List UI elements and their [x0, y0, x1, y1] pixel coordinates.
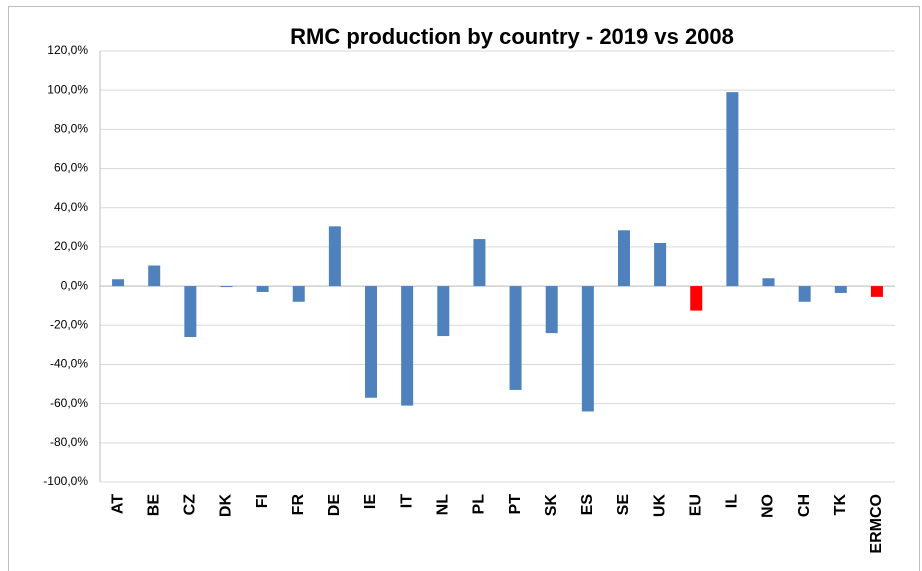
bar	[365, 286, 378, 398]
bar	[726, 92, 739, 287]
bar	[834, 286, 847, 293]
y-tick-label: -40,0%	[50, 357, 88, 371]
x-tick-label: EU	[687, 494, 704, 516]
x-tick-label: AT	[109, 494, 126, 514]
bar	[581, 286, 594, 412]
bar	[148, 265, 161, 287]
chart-frame	[8, 6, 920, 571]
x-tick-label: PL	[471, 494, 488, 515]
bar	[473, 239, 486, 287]
x-tick-label: CZ	[182, 494, 199, 516]
x-tick-label: ERMCO	[868, 494, 885, 554]
x-tick-label: IE	[362, 494, 379, 509]
x-tick-label: UK	[651, 494, 668, 518]
bar	[184, 286, 197, 338]
y-tick-label: 120,0%	[47, 43, 88, 57]
y-tick-label: -60,0%	[50, 396, 88, 410]
y-tick-label: -80,0%	[50, 435, 88, 449]
x-tick-label: NL	[435, 494, 452, 516]
x-tick-label: DK	[218, 494, 235, 518]
x-tick-label: SK	[543, 494, 560, 517]
bar	[690, 286, 703, 311]
y-tick-label: 40,0%	[54, 200, 88, 214]
bar	[545, 286, 558, 334]
x-tick-label: ES	[579, 494, 596, 516]
x-tick-label: IT	[398, 494, 415, 508]
y-tick-label: 100,0%	[47, 82, 88, 96]
y-tick-label: 80,0%	[54, 122, 88, 136]
bar	[798, 286, 811, 302]
bar	[654, 242, 667, 287]
x-tick-label: PT	[507, 494, 524, 515]
bar	[220, 286, 233, 288]
x-tick-label: NO	[760, 494, 777, 518]
x-tick-label: CH	[796, 494, 813, 517]
y-tick-label: 60,0%	[54, 161, 88, 175]
bar	[401, 286, 414, 406]
bar	[617, 230, 630, 287]
y-tick-label: 20,0%	[54, 239, 88, 253]
x-tick-label: DE	[326, 494, 343, 517]
x-tick-label: BE	[145, 494, 162, 517]
chart-title: RMC production by country - 2019 vs 2008	[290, 24, 734, 49]
y-tick-label: -20,0%	[50, 317, 88, 331]
bar	[870, 286, 883, 297]
bar	[292, 286, 305, 302]
bar	[112, 279, 125, 287]
bar	[328, 226, 341, 287]
y-tick-label: 0,0%	[61, 278, 89, 292]
bar	[256, 286, 269, 292]
x-tick-label: SE	[615, 494, 632, 516]
bar	[509, 286, 522, 390]
x-tick-label: IL	[724, 494, 741, 508]
x-tick-label: FR	[290, 494, 307, 516]
bar	[437, 286, 450, 337]
x-tick-label: FI	[254, 494, 271, 508]
bar	[762, 278, 775, 287]
y-tick-label: -100,0%	[43, 474, 88, 488]
x-tick-label: TK	[832, 494, 849, 516]
